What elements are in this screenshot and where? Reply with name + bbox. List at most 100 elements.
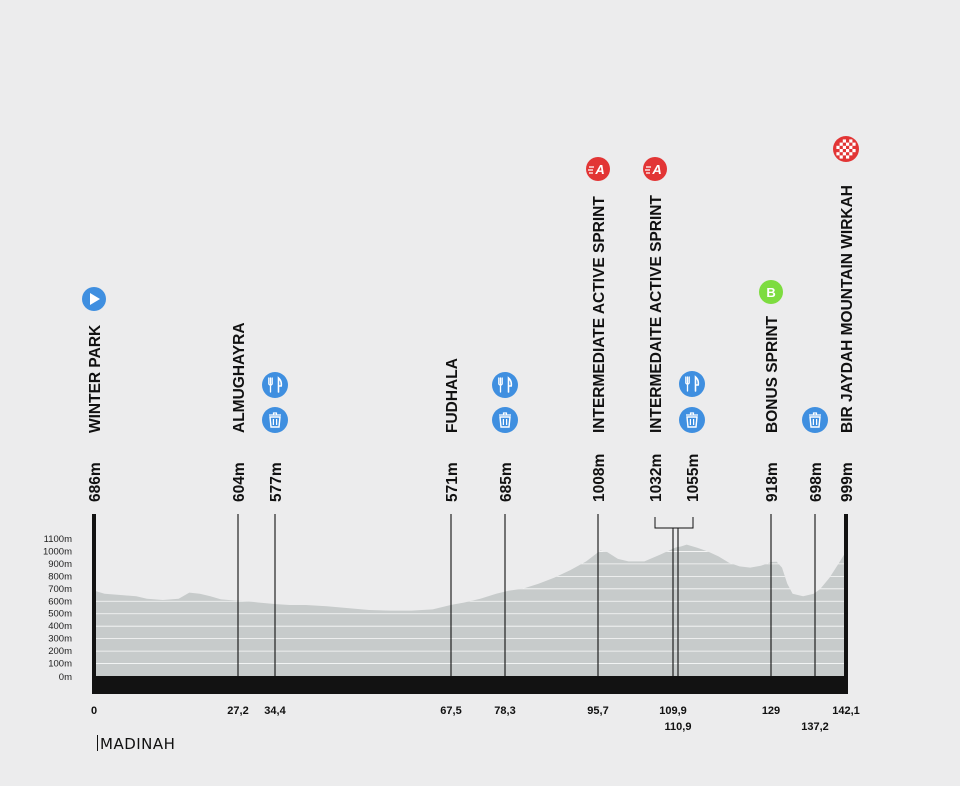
bin-lid-glyph [499,412,511,425]
fork-glyph [268,377,273,393]
y-tick-label: 600m [48,596,72,607]
altitude-label: 685m [498,462,515,502]
bonus-sprint-icon-circle [759,280,783,304]
km-tick-label: 67,5 [440,705,461,717]
km-tick-label: 109,9 [659,705,687,717]
waste-zone-icon [262,407,288,433]
km-tick-label: 129 [762,705,780,717]
km-tick-label: 137,2 [801,721,829,733]
sprint-feed-bracket [654,517,694,529]
waypoint-name-label: BONUS SPRINT [764,315,781,433]
bin-glyph [269,416,281,428]
checker-square [839,155,843,159]
waste-zone-icon [679,407,705,433]
y-tick-label: 200m [48,646,72,657]
km-tick-label: 142,1 [832,705,860,717]
waypoint-name-label: INTERMEDAITE ACTIVE SPRINT [648,195,665,433]
feed-zone-icon-circle [679,371,705,397]
bin-glyph [686,416,698,428]
waste-zone-icon-circle [262,407,288,433]
checker-square [842,139,846,143]
active-sprint-icon: A [586,157,610,181]
waste-zone-icon-circle [492,407,518,433]
knife-glyph [694,375,700,392]
checker-square [836,145,840,149]
checker-square [846,149,850,153]
fork-glyph [685,376,690,392]
bonus-sprint-icon: B [759,280,783,304]
checker-square [852,142,856,146]
km-tick-label: 95,7 [587,705,608,717]
y-tick-label: 500m [48,609,72,620]
km-tick-label: 34,4 [264,705,286,717]
km-tick-label: 0 [91,705,97,717]
checker-square [846,155,850,159]
knife-glyph [277,376,283,393]
y-tick-label: 100m [48,659,72,670]
start-icon-arrow [90,293,100,305]
waypoint-name-label: ALMUGHAYRA [231,322,248,433]
altitude-label: 604m [231,462,248,502]
waypoint-name-label: BIR JAYDAH MOUNTAIN WIRKAH [839,185,856,433]
fork-glyph [498,377,503,393]
profile-base-band [94,676,846,694]
active-sprint-icon: A [643,157,667,181]
bin-glyph [809,416,821,428]
altitude-label: 1008m [591,454,608,502]
altitude-label: 577m [268,462,285,502]
waypoint-name-label: INTERMEDIATE ACTIVE SPRINT [591,196,608,433]
waste-zone-icon-circle [679,407,705,433]
active-sprint-icon-circle [586,157,610,181]
checker-square [852,149,856,153]
waypoint-name-label: FUDHALA [444,358,461,433]
altitude-label: 918m [764,462,781,502]
finish-icon [833,136,859,162]
y-tick-label: 1000m [43,546,72,557]
km-tick-label: 78,3 [494,705,515,717]
y-tick-label: 700m [48,584,72,595]
bonus-letter-glyph: B [766,285,775,300]
altitude-label: 1032m [648,454,665,502]
start-icon [82,287,106,311]
active-sprint-icon-circle [643,157,667,181]
waste-zone-icon-circle [802,407,828,433]
elevation-profile-area [94,544,846,676]
bin-lid-glyph [809,412,821,425]
y-tick-label: 300m [48,634,72,645]
region-label: MADINAH [97,735,175,753]
checker-square [836,152,840,156]
waste-zone-icon [492,407,518,433]
altitude-label: 686m [87,462,104,502]
altitude-label: 698m [808,462,825,502]
checker-square [849,152,853,156]
altitude-label: 999m [839,462,856,502]
checker-square [842,152,846,156]
km-tick-label: 27,2 [227,705,248,717]
y-tick-label: 400m [48,621,72,632]
feed-zone-icon-circle [492,372,518,398]
checker-square [846,142,850,146]
sprint-letter-glyph: A [651,162,661,177]
feed-zone-icon [679,371,705,397]
checker-square [849,139,853,143]
altitude-label: 571m [444,462,461,502]
bin-glyph [499,416,511,428]
feed-zone-icon [492,372,518,398]
checker-square [839,142,843,146]
start-post [92,514,96,694]
y-tick-label: 0m [59,672,72,683]
speed-lines-glyph [588,166,594,174]
altitude-label: 1055m [685,454,702,502]
checker-square [842,145,846,149]
checker-square [849,145,853,149]
waste-zone-icon [802,407,828,433]
y-tick-label: 800m [48,571,72,582]
knife-glyph [507,376,513,393]
finish-post [844,514,848,694]
y-tick-label: 900m [48,559,72,570]
bin-lid-glyph [686,412,698,425]
feed-zone-icon-circle [262,372,288,398]
y-tick-label: 1100m [44,534,72,545]
